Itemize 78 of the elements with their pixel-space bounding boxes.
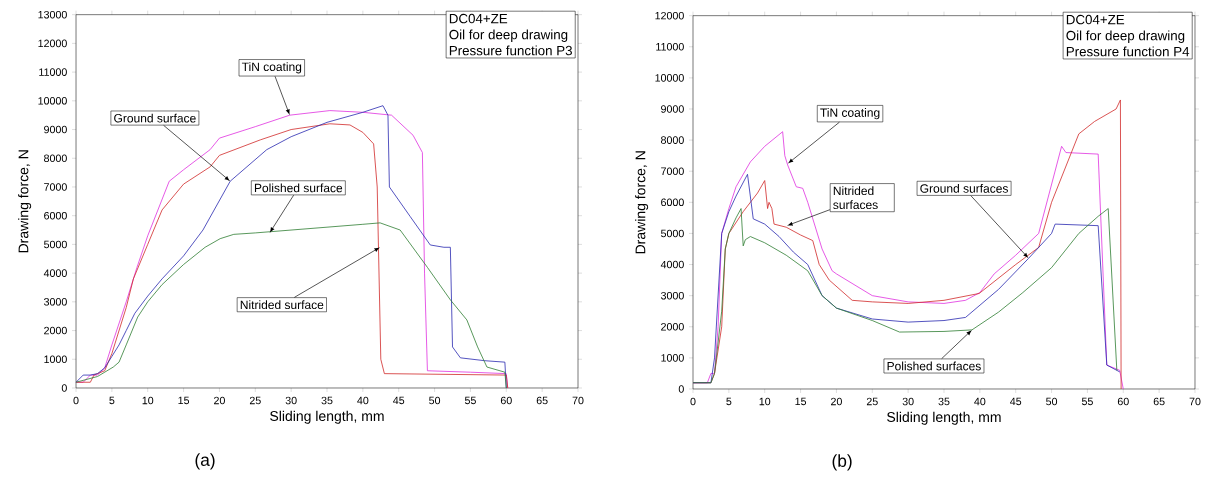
y-tick-label: 5000 [44, 240, 67, 249]
x-tick-label: 70 [1189, 397, 1201, 406]
y-tick-label: 9000 [661, 105, 684, 113]
annotation: Nitrided surfaces [833, 186, 878, 210]
x-tick-label: 5 [726, 397, 732, 406]
x-tick-label: 15 [795, 397, 807, 406]
x-tick-label: 65 [1153, 397, 1165, 406]
x-tick-label: 35 [321, 396, 333, 405]
text: (a) [195, 453, 215, 470]
x-tick-label: 0 [690, 397, 696, 406]
y-tick-label: 0 [678, 385, 684, 393]
x-tick-label: 60 [1117, 397, 1129, 406]
x-tick-label: 20 [831, 397, 842, 406]
y-tick-label: 8000 [661, 136, 684, 144]
x-tick-label: 60 [500, 396, 512, 405]
x-tick-label: 5 [109, 396, 115, 405]
y-axis-title: Drawing force, N [635, 151, 649, 254]
y-tick-label: 6000 [661, 198, 684, 207]
x-tick-label: 40 [357, 396, 369, 405]
x-axis-title: Sliding length, mm [270, 410, 384, 424]
annotation: Pressure function P3 [449, 45, 572, 56]
y-tick-label: 1000 [661, 354, 684, 362]
annotation: DC04+ZE [1066, 14, 1125, 25]
line-series [692, 208, 1118, 384]
x-tick-label: 10 [142, 396, 154, 405]
y-tick-label: 7000 [44, 183, 67, 191]
annotation: Oil for deep drawing [449, 29, 568, 42]
annotation: Oil for deep drawing [1066, 30, 1185, 43]
y-tick-label: 12000 [38, 39, 67, 48]
x-tick-label: 55 [1081, 397, 1093, 406]
y-tick-label: 1000 [44, 355, 67, 364]
x-tick-label: 25 [249, 396, 261, 405]
annotation: Ground surfaces [920, 183, 1008, 193]
y-tick-label: 6000 [44, 211, 67, 220]
x-tick-label: 25 [866, 397, 878, 406]
x-tick-label: 55 [464, 396, 476, 405]
x-axis-title: Sliding length, mm [887, 411, 1001, 425]
y-tick-label: 12000 [655, 11, 684, 20]
y-tick-label: 3000 [43, 298, 67, 306]
x-tick-label: 10 [759, 397, 771, 406]
y-tick-label: 4000 [43, 269, 67, 277]
y-tick-label: 11000 [39, 68, 67, 76]
y-tick-label: 4000 [660, 260, 684, 269]
annotation: Ground surface [114, 113, 196, 123]
y-tick-label: 2000 [44, 326, 67, 335]
x-tick-label: 50 [429, 396, 441, 405]
y-tick-label: 10000 [655, 74, 684, 82]
annotation: Nitrided surface [240, 300, 324, 310]
text: (b) [832, 454, 852, 471]
annotation: TiN coating [241, 62, 302, 74]
x-tick-label: 20 [214, 396, 225, 405]
y-tick-label: 5000 [660, 229, 684, 238]
y-tick-label: 11000 [656, 43, 684, 51]
annotation: Polished surface [254, 183, 343, 193]
x-tick-label: 15 [178, 396, 190, 405]
x-tick-label: 45 [1010, 397, 1022, 406]
x-tick-label: 30 [285, 396, 297, 405]
x-tick-label: 0 [73, 396, 79, 405]
annotation: Pressure function P4 [1066, 46, 1190, 57]
y-axis-title: Drawing force, N [18, 150, 32, 253]
y-tick-label: 10000 [38, 97, 67, 105]
annotation: DC04+ZE [449, 13, 508, 24]
y-tick-label: 9000 [44, 125, 67, 134]
x-tick-label: 30 [902, 397, 914, 406]
annotation: TiN coating [820, 108, 880, 120]
y-tick-label: 3000 [660, 291, 684, 300]
annotation: Polished surfaces [887, 361, 981, 371]
x-tick-label: 65 [536, 396, 548, 405]
x-tick-label: 45 [393, 396, 405, 405]
x-tick-label: 35 [938, 397, 950, 406]
y-tick-label: 8000 [44, 154, 67, 163]
y-tick-label: 0 [61, 384, 67, 392]
y-tick-label: 7000 [661, 167, 684, 175]
x-tick-label: 40 [974, 397, 986, 406]
y-tick-label: 2000 [661, 323, 684, 331]
x-tick-label: 50 [1046, 397, 1058, 406]
y-tick-label: 13000 [38, 10, 67, 19]
x-tick-label: 70 [572, 396, 584, 405]
